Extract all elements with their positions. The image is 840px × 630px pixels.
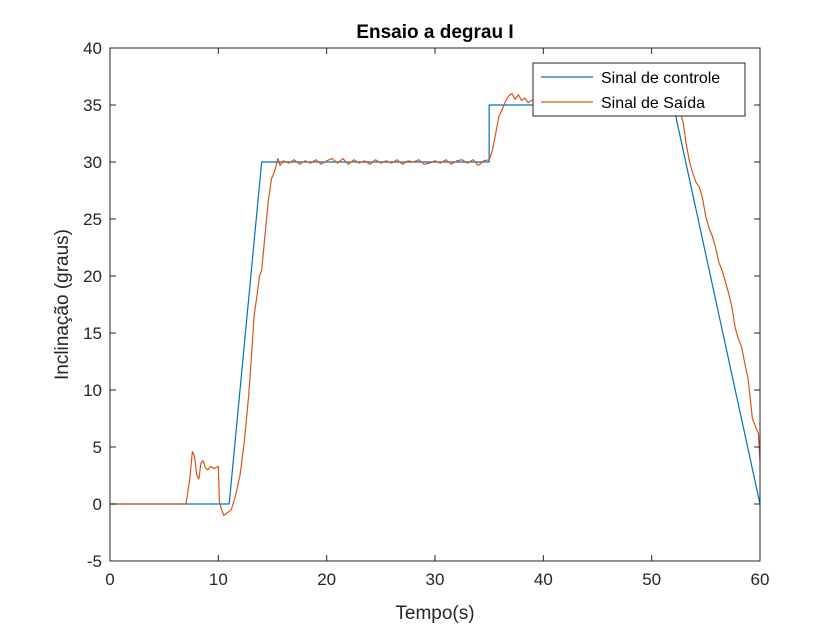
- y-tick-label: 35: [83, 96, 102, 115]
- x-tick-label: 30: [426, 570, 445, 589]
- y-axis: -5 0 5 10 15 20 25 30 35 40: [83, 39, 760, 571]
- y-tick-label: -5: [87, 552, 102, 571]
- y-tick-label: 30: [83, 153, 102, 172]
- y-tick-label: 40: [83, 39, 102, 58]
- y-tick-label: 20: [83, 267, 102, 286]
- plot-area: [110, 48, 760, 561]
- y-tick-label: 0: [93, 495, 102, 514]
- legend-label-control: Sinal de controle: [601, 70, 720, 87]
- x-axis: 0 10 20 30 40 50 60: [105, 48, 769, 589]
- legend: Sinal de controle Sinal de Saída: [532, 62, 746, 117]
- y-tick-label: 5: [93, 438, 102, 457]
- x-tick-label: 50: [642, 570, 661, 589]
- y-tick-label: 10: [83, 381, 102, 400]
- y-axis-label: Inclinação (graus): [52, 229, 73, 380]
- chart-title: Ensaio a degrau I: [356, 22, 513, 43]
- y-tick-label: 25: [83, 210, 102, 229]
- x-tick-label: 0: [105, 570, 114, 589]
- y-tick-label: 15: [83, 324, 102, 343]
- x-tick-label: 10: [209, 570, 228, 589]
- x-tick-label: 40: [534, 570, 553, 589]
- x-tick-label: 20: [317, 570, 336, 589]
- series-line-output: [110, 93, 760, 516]
- x-axis-label: Tempo(s): [395, 603, 474, 624]
- x-tick-label: 60: [751, 570, 770, 589]
- legend-box: [532, 62, 746, 117]
- legend-label-output: Sinal de Saída: [601, 95, 705, 112]
